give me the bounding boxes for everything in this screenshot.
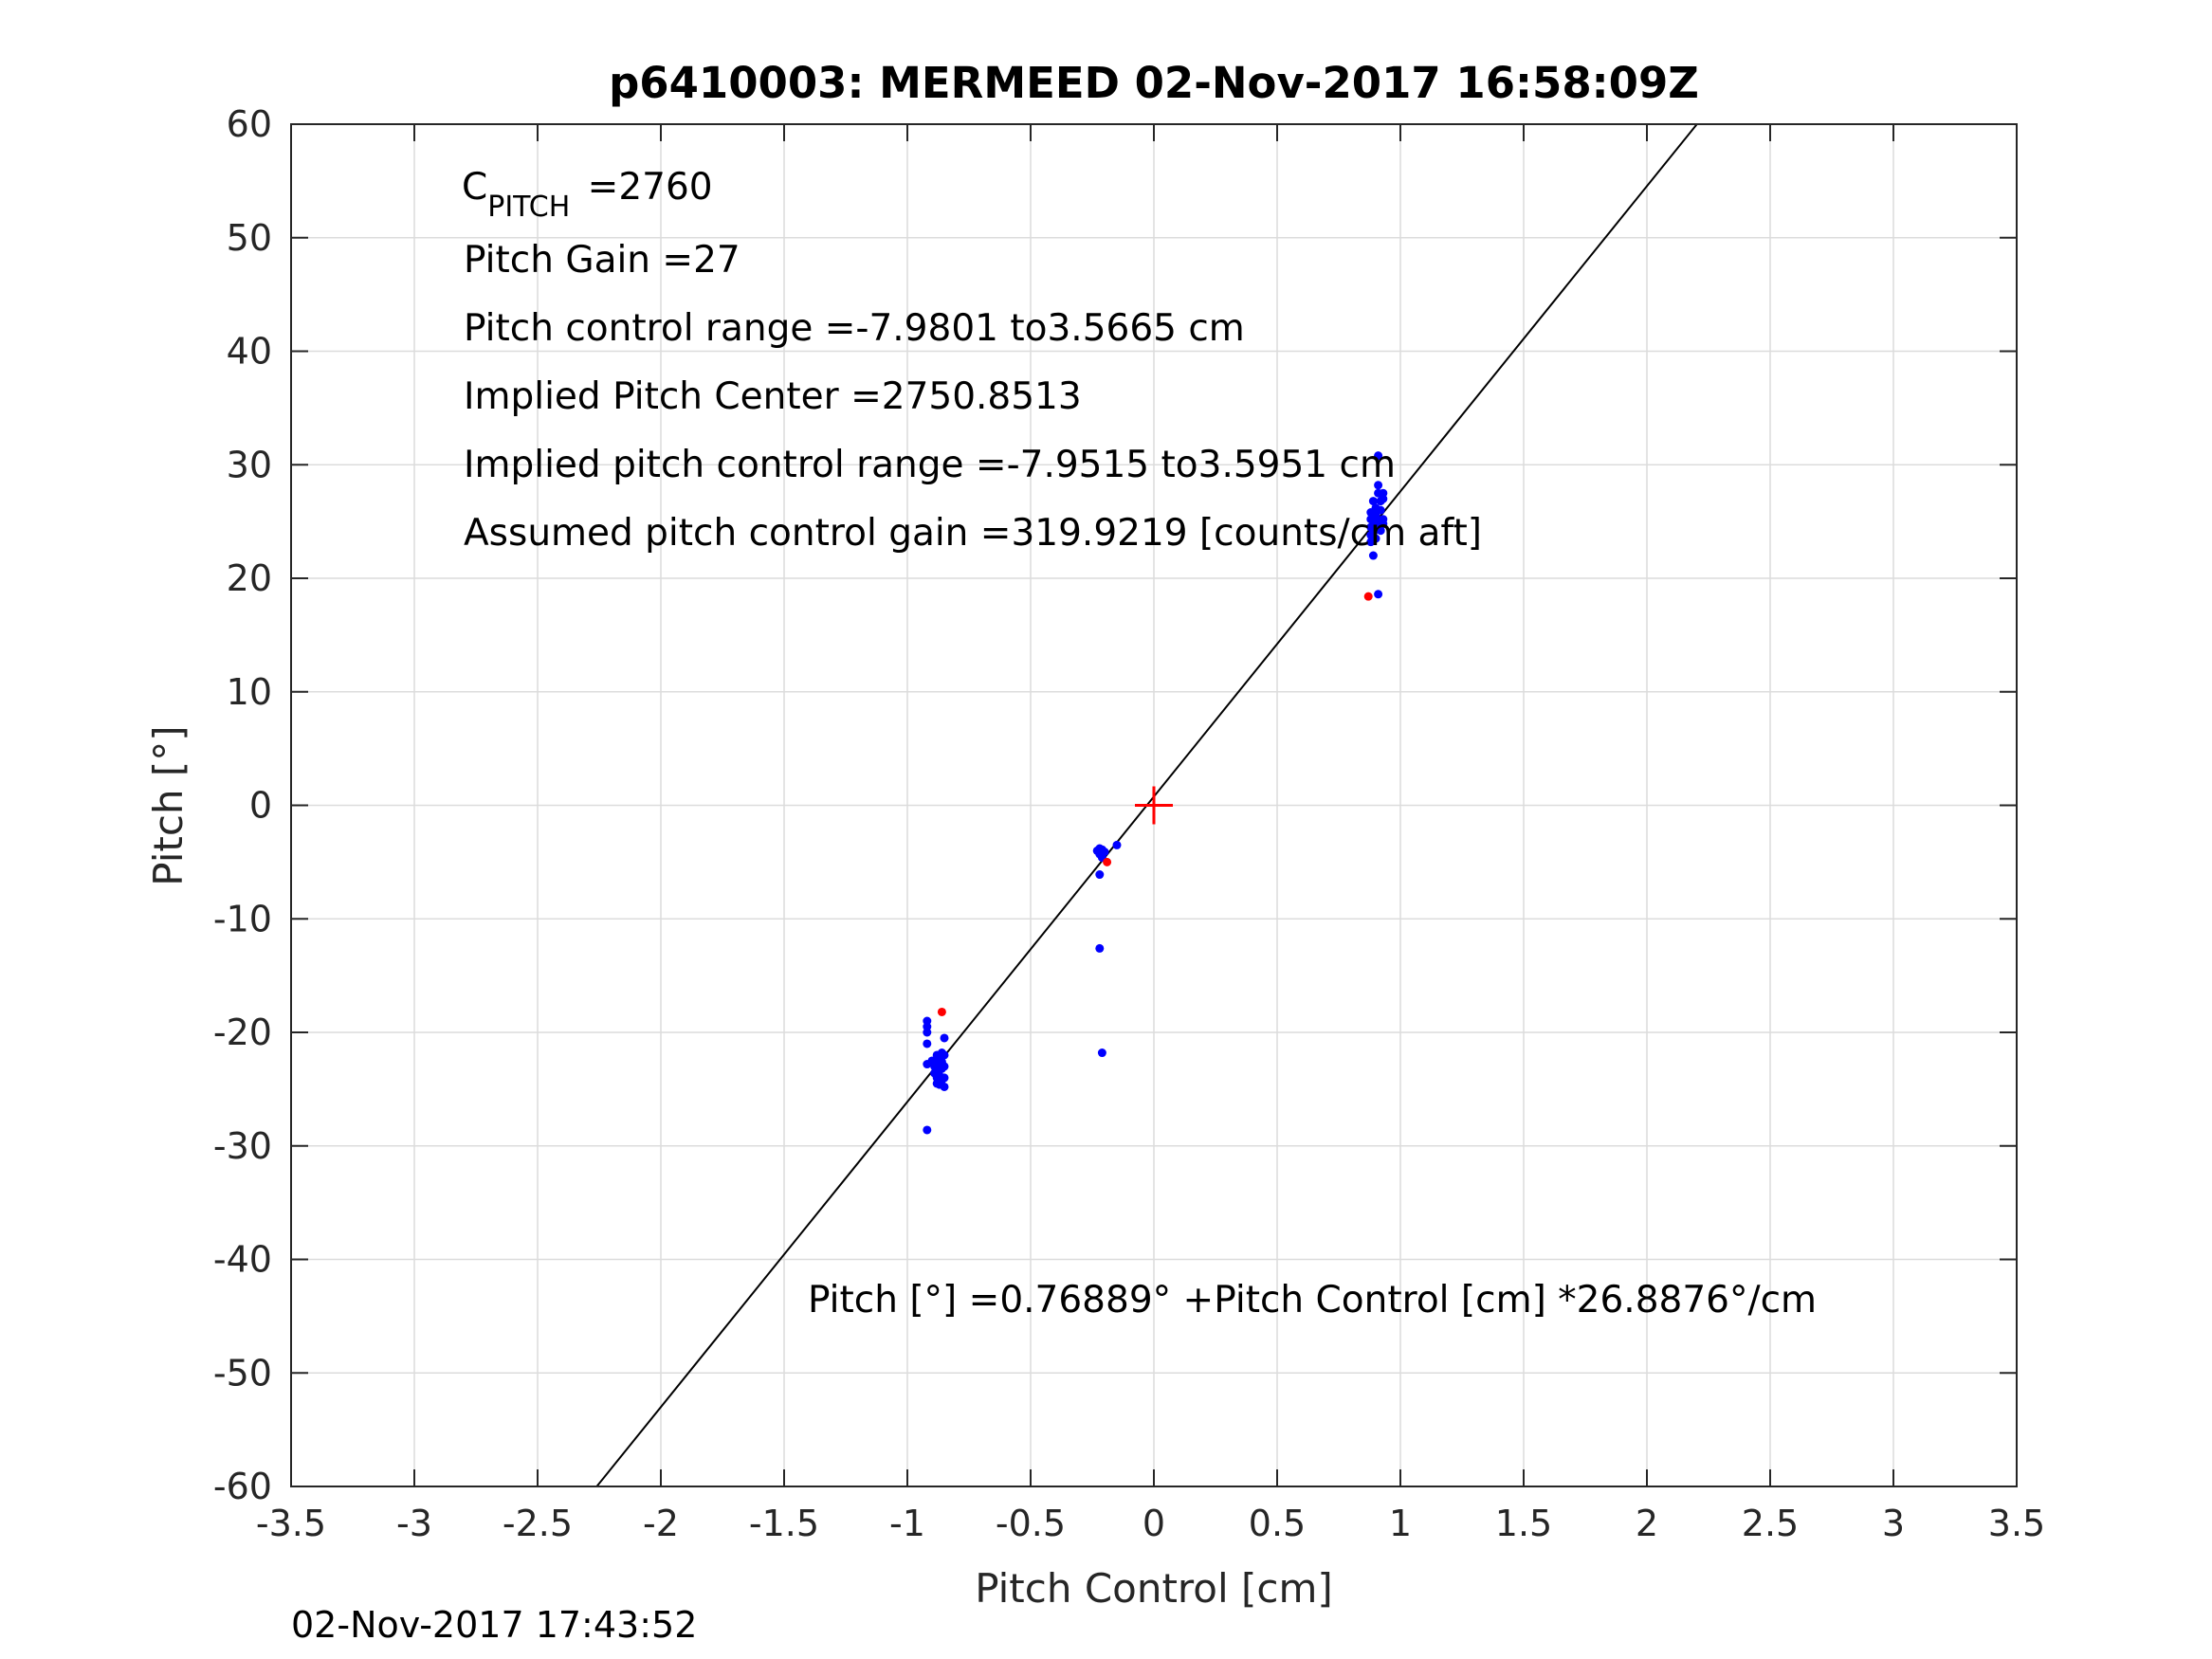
data-point bbox=[940, 1062, 949, 1071]
data-point bbox=[1112, 840, 1122, 849]
center-marker-group bbox=[1135, 786, 1173, 825]
c-pitch-annotation: CPITCH =2760 bbox=[462, 166, 713, 224]
y-axis-label: Pitch [°] bbox=[145, 725, 192, 885]
data-point bbox=[923, 1028, 932, 1037]
x-tick-label: 1.5 bbox=[1495, 1503, 1552, 1544]
y-tick-label: -10 bbox=[213, 898, 272, 939]
data-point bbox=[923, 1125, 932, 1135]
x-tick-label: -3 bbox=[396, 1503, 432, 1544]
y-tick-label: 30 bbox=[227, 444, 272, 485]
data-point bbox=[1368, 551, 1378, 560]
chart-title: p6410003: MERMEED 02-Nov-2017 16:58:09Z bbox=[609, 58, 1699, 108]
x-tick-label: 3 bbox=[1882, 1503, 1905, 1544]
y-tick-labels: -60 -50 -40 -30 -20 -10 0 10 20 30 40 50 60 bbox=[213, 103, 272, 1507]
data-point bbox=[1371, 511, 1380, 520]
x-tick-label: 3.5 bbox=[1988, 1503, 2045, 1544]
data-points bbox=[923, 451, 1388, 1135]
data-point bbox=[1363, 592, 1373, 601]
data-point bbox=[937, 1007, 946, 1016]
x-tick-label: 2 bbox=[1636, 1503, 1658, 1544]
data-point bbox=[1376, 526, 1385, 536]
x-tick-label: -2 bbox=[643, 1503, 679, 1544]
data-point bbox=[923, 1039, 932, 1048]
data-point bbox=[940, 1050, 949, 1060]
data-point bbox=[1100, 848, 1109, 857]
axis-ticks bbox=[290, 123, 2018, 1487]
y-tick-label: -20 bbox=[213, 1012, 272, 1053]
y-tick-label: 20 bbox=[227, 557, 272, 599]
x-tick-label: 0.5 bbox=[1249, 1503, 1306, 1544]
y-tick-label: 60 bbox=[227, 103, 272, 145]
pitch-control-range-annotation: Pitch control range =-7.9801 to3.5665 cm bbox=[464, 307, 1245, 350]
x-axis-label: Pitch Control [cm] bbox=[975, 1565, 1333, 1612]
assumed-gain-annotation: Assumed pitch control gain =319.9219 [co… bbox=[464, 512, 1482, 555]
c-pitch-subscript: PITCH bbox=[487, 191, 570, 224]
c-pitch-main: C bbox=[462, 166, 487, 209]
x-tick-label: -3.5 bbox=[256, 1503, 326, 1544]
x-tick-label: -0.5 bbox=[996, 1503, 1066, 1544]
data-point bbox=[1103, 857, 1112, 866]
y-tick-label: -30 bbox=[213, 1125, 272, 1167]
data-point bbox=[940, 1073, 949, 1083]
x-tick-label: 2.5 bbox=[1742, 1503, 1799, 1544]
implied-center-annotation: Implied Pitch Center =2750.8513 bbox=[464, 375, 1082, 418]
y-tick-label: 0 bbox=[249, 785, 272, 827]
data-point bbox=[1095, 943, 1105, 953]
pitch-gain-annotation: Pitch Gain =27 bbox=[464, 239, 740, 282]
x-tick-labels: -3.5 -3 -2.5 -2 -1.5 -1 -0.5 0 0.5 1 1.5 2 2.5 3 3.5 bbox=[256, 1503, 2045, 1544]
data-point bbox=[1374, 481, 1383, 490]
y-tick-label: 40 bbox=[227, 331, 272, 373]
data-point bbox=[1095, 870, 1105, 880]
data-point bbox=[940, 1082, 949, 1091]
data-point bbox=[1379, 520, 1388, 529]
data-point bbox=[1097, 1048, 1106, 1058]
data-point bbox=[1374, 451, 1383, 461]
y-tick-label: -50 bbox=[213, 1352, 272, 1394]
data-point bbox=[1371, 534, 1380, 543]
data-point bbox=[1374, 590, 1383, 599]
c-pitch-value: =2760 bbox=[576, 166, 712, 209]
y-tick-label: -60 bbox=[213, 1466, 272, 1507]
data-point bbox=[1379, 488, 1388, 498]
data-point bbox=[1368, 497, 1378, 506]
y-tick-label: 10 bbox=[227, 671, 272, 713]
x-tick-label: -2.5 bbox=[503, 1503, 573, 1544]
implied-range-annotation: Implied pitch control range =-7.9515 to3… bbox=[464, 444, 1396, 486]
y-tick-label: -40 bbox=[213, 1239, 272, 1281]
fit-equation-annotation: Pitch [°] =0.76889° +Pitch Control [cm] … bbox=[808, 1279, 1817, 1322]
x-tick-label: 1 bbox=[1389, 1503, 1412, 1544]
data-point bbox=[940, 1033, 949, 1043]
x-tick-label: -1.5 bbox=[749, 1503, 819, 1544]
footer-timestamp: 02-Nov-2017 17:43:52 bbox=[291, 1604, 697, 1646]
y-tick-label: 50 bbox=[227, 217, 272, 259]
data-point bbox=[1376, 505, 1385, 515]
x-tick-label: 0 bbox=[1143, 1503, 1165, 1544]
x-tick-label: -1 bbox=[889, 1503, 925, 1544]
